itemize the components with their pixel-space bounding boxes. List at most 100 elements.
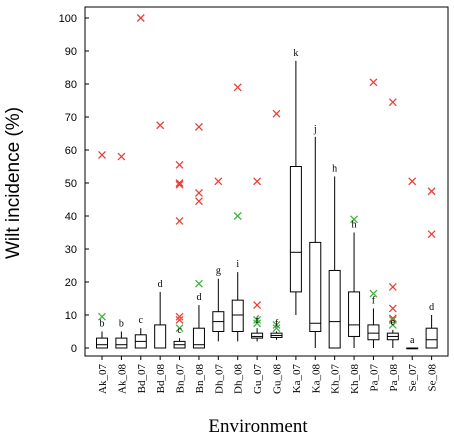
- outlier-red-marker-stroke-b: [175, 160, 184, 169]
- outlier-green-marker-stroke-b: [233, 212, 242, 220]
- outlier-red-marker: [98, 150, 106, 159]
- outlier-green-marker: [350, 215, 359, 224]
- outlier-green-marker: [253, 315, 262, 324]
- significance-letter: c: [139, 315, 144, 326]
- outlier-red-marker-stroke-b: [136, 14, 145, 22]
- box-Bd_07: [134, 328, 147, 349]
- x-axis-title: Environment: [208, 416, 308, 437]
- outlier-red-marker: [156, 121, 165, 130]
- x-tick-label: Pa_07: [368, 364, 380, 392]
- outlier-red-marker-stroke-b: [156, 121, 165, 130]
- outlier-green-marker: [98, 312, 106, 321]
- box-Gu_07: [251, 328, 264, 342]
- box-Pa_07: [367, 308, 380, 348]
- box-Se_08: [425, 315, 438, 349]
- box-Ka_07: [289, 60, 302, 315]
- y-axis-title-text: Wilt incidence (%): [3, 107, 24, 259]
- outlier-red-marker: [194, 188, 203, 197]
- significance-letter: f: [275, 319, 279, 330]
- box-Kh_07: [328, 176, 341, 349]
- outlier-green-marker-stroke-b: [175, 324, 184, 333]
- iqr-box: [328, 269, 341, 349]
- x-tick-label: Bn_08: [194, 364, 206, 394]
- x-tick-label: Ka_08: [310, 364, 322, 394]
- outlier-red-marker: [175, 160, 184, 169]
- x-tick-label: Bn_07: [175, 364, 187, 394]
- outlier-red-marker: [194, 197, 203, 206]
- y-tick-label: 30: [65, 244, 77, 256]
- outlier-red-marker: [272, 109, 281, 118]
- outlier-red-marker-stroke-b: [388, 304, 397, 313]
- outlier-red-marker: [427, 230, 436, 239]
- y-tick-label: 60: [65, 145, 77, 157]
- outlier-red-marker: [388, 304, 397, 313]
- iqr-box: [154, 324, 167, 349]
- iqr-box: [348, 291, 361, 337]
- y-axis-title: Wilt incidence (%): [3, 107, 24, 259]
- box-Dh_08: [231, 272, 244, 342]
- box-Gu_08: [270, 331, 283, 340]
- y-tick-label: 10: [65, 310, 77, 322]
- outlier-red-marker: [408, 177, 417, 186]
- x-tick-label: Ak_07: [97, 364, 109, 394]
- significance-letter: g: [216, 266, 221, 277]
- outlier-red-marker-stroke-b: [427, 230, 436, 239]
- y-tick-label: 90: [65, 46, 77, 58]
- outlier-red-marker: [175, 315, 184, 324]
- outlier-red-marker-stroke-b: [194, 188, 203, 197]
- outlier-red-marker-stroke-b: [427, 187, 436, 196]
- box-Bn_08: [192, 305, 205, 349]
- outlier-green-marker-stroke-b: [253, 319, 262, 328]
- outlier-red-marker: [369, 78, 378, 87]
- outlier-red-marker: [253, 301, 262, 310]
- y-tick-label: 20: [65, 277, 77, 289]
- x-tick-label: Kh_07: [330, 364, 342, 394]
- iqr-box: [289, 166, 302, 293]
- box-Kh_08: [348, 232, 361, 348]
- significance-letter: b: [119, 319, 124, 330]
- significance-letter: d: [429, 302, 434, 313]
- outlier-red-marker-stroke-b: [388, 98, 397, 107]
- significance-letter: c: [177, 325, 182, 336]
- outlier-green-marker-stroke-b: [350, 215, 359, 224]
- outlier-red-marker: [388, 282, 397, 291]
- x-tick-label: Dh_08: [233, 364, 245, 394]
- outlier-red-marker: [214, 177, 223, 186]
- iqr-box: [192, 327, 205, 349]
- outlier-green-marker: [253, 319, 262, 328]
- outlier-red-marker: [253, 177, 262, 186]
- outlier-red-marker-stroke-b: [388, 314, 397, 323]
- outlier-red-marker-stroke-b: [388, 282, 397, 291]
- outliers-layer: [98, 14, 436, 333]
- y-tick-label: 50: [65, 178, 77, 190]
- x-tick-label: Se_08: [427, 364, 439, 392]
- outlier-green-marker-stroke-b: [272, 324, 281, 333]
- x-tick-label: Dh_07: [213, 364, 225, 394]
- iqr-box: [251, 332, 264, 339]
- box-Pa_08: [386, 329, 399, 348]
- x-tick-label: Ak_08: [116, 364, 128, 394]
- x-tick-label: Bd_08: [155, 364, 167, 394]
- outlier-green-marker: [194, 279, 203, 288]
- significance-letter: d: [196, 292, 201, 303]
- outlier-red-marker: [233, 83, 242, 92]
- iqr-box: [115, 337, 128, 349]
- outlier-red-marker-stroke-b: [194, 122, 203, 131]
- box-Bn_07: [173, 338, 186, 349]
- outlier-green-marker-stroke-b: [388, 320, 397, 329]
- box-Ak_08: [115, 331, 128, 349]
- outlier-red-marker-stroke-b: [369, 78, 378, 87]
- significance-letter: h: [352, 220, 357, 231]
- outlier-red-marker-stroke-b: [272, 109, 281, 118]
- x-tick-label: Gu_07: [252, 364, 264, 394]
- box-Dh_07: [212, 278, 225, 342]
- significance-letter: k: [293, 48, 298, 59]
- outlier-red-marker: [194, 122, 203, 131]
- outlier-red-marker-stroke-b: [253, 301, 262, 310]
- outlier-green-marker: [369, 289, 378, 298]
- box-Ak_07: [96, 331, 108, 349]
- iqr-box: [367, 324, 380, 341]
- iqr-box: [96, 337, 108, 349]
- significance-letter: f: [372, 295, 376, 306]
